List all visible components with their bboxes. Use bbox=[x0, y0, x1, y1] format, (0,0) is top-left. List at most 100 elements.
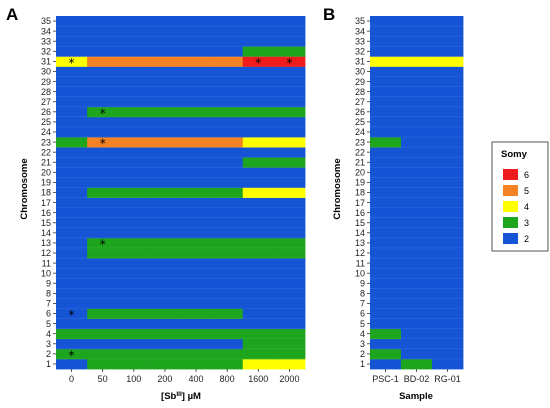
heatmap-cell bbox=[87, 86, 119, 98]
heatmap-cell bbox=[87, 237, 119, 249]
heatmap-cell bbox=[56, 187, 88, 198]
x-axis-title-a: [SbIII] µM bbox=[161, 391, 201, 403]
y-tick-label: 18 bbox=[355, 188, 365, 198]
heatmap-cell bbox=[180, 328, 213, 340]
heatmap-cell bbox=[432, 207, 464, 219]
heatmap-cell bbox=[180, 247, 213, 259]
heatmap-cell bbox=[118, 96, 150, 108]
heatmap-cell bbox=[56, 197, 88, 209]
heatmap-cell bbox=[273, 227, 306, 239]
heatmap-cell bbox=[273, 157, 306, 168]
heatmap-cell bbox=[118, 358, 150, 370]
y-tick-label: 18 bbox=[41, 188, 51, 198]
heatmap-cell bbox=[242, 217, 275, 229]
heatmap-cell bbox=[149, 207, 181, 219]
y-tick-label: 23 bbox=[355, 137, 365, 147]
heatmap-cell bbox=[211, 308, 244, 319]
heatmap-cell bbox=[273, 348, 306, 360]
y-tick-label: 20 bbox=[41, 168, 51, 178]
heatmap-cell bbox=[211, 358, 244, 370]
heatmap-cell bbox=[370, 86, 402, 98]
heatmap-cell bbox=[432, 278, 464, 289]
heatmap-cell bbox=[432, 358, 464, 370]
heatmap-cell bbox=[401, 36, 433, 47]
heatmap-cell bbox=[242, 348, 275, 360]
heatmap-cell bbox=[87, 66, 119, 77]
heatmap-cell bbox=[118, 268, 150, 279]
y-tick-label: 34 bbox=[41, 26, 51, 36]
heatmap-cell bbox=[87, 207, 119, 219]
heatmap-cell bbox=[370, 288, 402, 299]
heatmap-cell bbox=[242, 76, 275, 87]
heatmap-cell bbox=[149, 328, 181, 340]
heatmap-cell bbox=[401, 358, 433, 370]
heatmap-cell bbox=[370, 116, 402, 128]
heatmap-cell bbox=[242, 16, 275, 27]
heatmap-cell bbox=[149, 56, 181, 67]
y-tick-label: 24 bbox=[355, 127, 365, 137]
heatmap-cell bbox=[401, 338, 433, 350]
heatmap-cell bbox=[118, 157, 150, 168]
heatmap-cell bbox=[56, 96, 88, 108]
heatmap-cell bbox=[211, 46, 244, 57]
legend-swatch bbox=[503, 185, 518, 196]
heatmap-cell bbox=[211, 187, 244, 198]
heatmap-cell bbox=[211, 167, 244, 178]
heatmap-cell bbox=[242, 258, 275, 269]
legend-swatch bbox=[503, 169, 518, 180]
heatmap-cell bbox=[432, 26, 464, 37]
heatmap-cell bbox=[242, 157, 275, 168]
heatmap-cell bbox=[118, 288, 150, 299]
heatmap-cell bbox=[401, 177, 433, 188]
heatmap-cell bbox=[370, 46, 402, 57]
heatmap-cell bbox=[273, 86, 306, 98]
heatmap-cell bbox=[118, 137, 150, 148]
heatmap-cell bbox=[401, 46, 433, 57]
y-tick-label: 23 bbox=[41, 137, 51, 147]
heatmap-cell bbox=[401, 116, 433, 128]
heatmap-cell bbox=[401, 56, 433, 67]
somy-legend: Somy 6 5 4 3 2 bbox=[491, 141, 549, 252]
heatmap-cell bbox=[180, 217, 213, 229]
y-tick-label: 34 bbox=[355, 26, 365, 36]
heatmap-cell bbox=[370, 328, 402, 340]
heatmap-cell bbox=[118, 46, 150, 57]
heatmap-cell bbox=[432, 86, 464, 98]
x-tick-label: 100 bbox=[126, 374, 141, 384]
heatmap-cell bbox=[273, 197, 306, 209]
y-tick-label: 10 bbox=[41, 268, 51, 278]
y-tick-label: 1 bbox=[46, 359, 51, 369]
significance-asterisk: * bbox=[286, 56, 292, 70]
heatmap-cell bbox=[242, 207, 275, 219]
heatmap-cell bbox=[87, 358, 119, 370]
heatmap-cell bbox=[149, 177, 181, 188]
y-tick-label: 30 bbox=[355, 67, 365, 77]
heatmap-cell bbox=[432, 237, 464, 249]
heatmap-cell bbox=[401, 318, 433, 330]
heatmap-cell bbox=[149, 106, 181, 118]
heatmap-cell bbox=[432, 76, 464, 87]
heatmap-cell bbox=[370, 227, 402, 239]
heatmap-panel-a: 1234567891011121314151617181920212223242… bbox=[41, 16, 306, 384]
heatmap-cell bbox=[180, 56, 213, 67]
heatmap-cell bbox=[87, 278, 119, 289]
heatmap-cell bbox=[118, 318, 150, 330]
heatmap-cell bbox=[401, 26, 433, 37]
heatmap-cell bbox=[87, 258, 119, 269]
heatmap-cell bbox=[370, 177, 402, 188]
heatmap-cell bbox=[211, 258, 244, 269]
heatmap-cell bbox=[211, 328, 244, 340]
heatmap-cell bbox=[149, 187, 181, 198]
heatmap-cell bbox=[401, 247, 433, 259]
heatmap-cell bbox=[180, 308, 213, 319]
heatmap-cell bbox=[149, 288, 181, 299]
heatmap-cell bbox=[432, 157, 464, 168]
heatmap-cell bbox=[370, 358, 402, 370]
heatmap-cell bbox=[87, 116, 119, 128]
heatmap-cell bbox=[87, 227, 119, 239]
heatmap-cell bbox=[56, 258, 88, 269]
heatmap-cell bbox=[401, 288, 433, 299]
heatmap-cell bbox=[149, 86, 181, 98]
heatmap-cell bbox=[401, 197, 433, 209]
heatmap-cell bbox=[149, 26, 181, 37]
